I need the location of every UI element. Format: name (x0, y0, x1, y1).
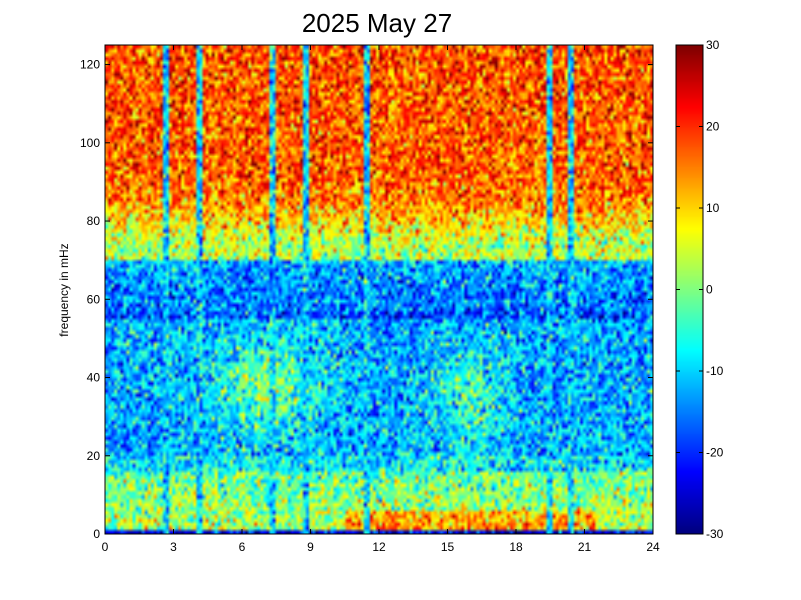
y-axis-label: frequency in mHz (57, 243, 71, 336)
x-tick-label: 15 (441, 540, 455, 554)
colorbar-tick-label: 0 (706, 283, 713, 297)
colorbar: -30 -20 -10 0 10 20 30 (675, 38, 724, 541)
x-tick-label: 12 (372, 540, 386, 554)
x-tick-label: 0 (102, 540, 109, 554)
y-axis: 0 20 40 60 80 100 120 (80, 58, 653, 541)
y-tick-label: 20 (87, 449, 101, 463)
colorbar-tick-label: -30 (706, 527, 724, 541)
colorbar-tick-label: 10 (706, 201, 720, 215)
x-axis: 0 3 6 9 12 15 18 21 24 (102, 45, 660, 554)
x-tick-label: 6 (239, 540, 246, 554)
chart-title: 2025 May 27 (302, 8, 452, 38)
x-tick-label: 21 (578, 540, 592, 554)
x-tick-label: 24 (646, 540, 660, 554)
y-tick-label: 40 (87, 371, 101, 385)
y-tick-label: 0 (93, 527, 100, 541)
colorbar-ticks: -30 -20 -10 0 10 20 30 (676, 38, 724, 541)
colorbar-tick-label: 30 (706, 38, 720, 52)
spectrogram-heatmap (105, 45, 653, 534)
y-tick-label: 60 (87, 292, 101, 306)
y-tick-label: 80 (87, 214, 101, 228)
colorbar-tick-label: -20 (706, 446, 724, 460)
x-tick-label: 18 (509, 540, 523, 554)
y-tick-label: 100 (80, 136, 100, 150)
x-tick-label: 9 (307, 540, 314, 554)
x-tick-label: 3 (170, 540, 177, 554)
colorbar-tick-label: 20 (706, 120, 720, 134)
y-tick-label: 120 (80, 58, 100, 72)
spectrogram-plot (104, 44, 654, 535)
colorbar-tick-label: -10 (706, 364, 724, 378)
colorbar-gradient (676, 45, 703, 534)
